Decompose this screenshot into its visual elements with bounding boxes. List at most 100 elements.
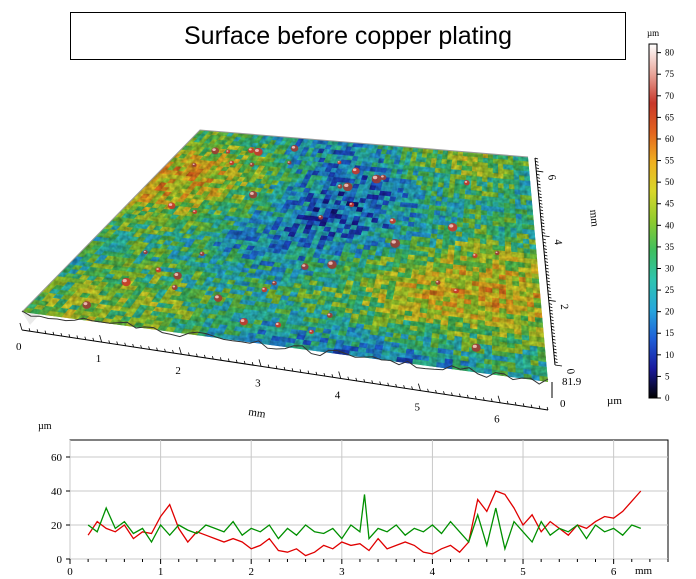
- profile-x-tick-label: 0: [67, 566, 73, 578]
- surface-peak: [326, 312, 333, 318]
- surface-peak-highlight: [226, 150, 229, 152]
- surface-peak: [82, 301, 92, 309]
- colorbar-tick-label: 65: [665, 112, 675, 122]
- y-axis-tick-mark: [545, 267, 549, 270]
- colorbar-tick-label: 0: [665, 393, 670, 403]
- y-axis-tick-mark: [536, 173, 540, 176]
- x-axis-tick-mark: [497, 395, 501, 403]
- surface-peak-highlight: [250, 192, 254, 195]
- colorbar-tick-label: 10: [665, 350, 675, 360]
- surface-peak: [167, 202, 176, 210]
- x-axis-tick-mark: [28, 328, 31, 332]
- x-axis-tick-mark: [435, 389, 437, 394]
- y-axis-tick-label: 2: [558, 303, 571, 310]
- colorbar-tick-label: 25: [665, 285, 675, 295]
- y-axis-tick-mark: [539, 202, 543, 205]
- colorbar-tick-label: 60: [665, 134, 675, 144]
- profile-x-tick-label: 4: [430, 566, 436, 578]
- y-axis-tick-mark: [544, 254, 548, 257]
- y-axis-tick-mark: [554, 361, 558, 364]
- surface-peak-highlight: [168, 203, 173, 206]
- x-axis-tick-mark: [60, 332, 63, 337]
- surface-peak-highlight: [327, 313, 331, 316]
- surface-peak-highlight: [248, 148, 252, 151]
- surface-peak: [248, 147, 255, 154]
- surface-peak: [380, 174, 387, 181]
- surface-peak-highlight: [275, 322, 279, 326]
- y-axis-tick-mark: [539, 209, 544, 212]
- surface-peak-highlight: [391, 240, 396, 244]
- surface-peak-highlight: [200, 252, 203, 254]
- x-axis-tick-mark: [459, 393, 461, 397]
- x-axis-tick-label: 4: [335, 389, 341, 401]
- y-axis-tick-mark: [547, 283, 551, 286]
- surface-peak-highlight: [172, 285, 176, 288]
- surface-peak: [143, 250, 148, 255]
- y-axis-tick-mark: [552, 338, 556, 341]
- surface-back-edges: [21, 129, 529, 313]
- surface-peak: [447, 223, 458, 232]
- surface-peak: [290, 145, 299, 152]
- x-axis-tick-mark: [291, 368, 294, 372]
- surface-peak: [249, 191, 258, 199]
- y-axis-tick-label: 0: [564, 368, 577, 375]
- x-axis-tick-mark: [418, 383, 421, 391]
- y-axis-tick-mark: [548, 296, 552, 299]
- x-axis-tick-mark: [530, 404, 533, 408]
- y-axis-tick-mark: [554, 364, 563, 367]
- surface-peak: [472, 253, 478, 258]
- surface-peak: [371, 174, 382, 184]
- y-axis-tick-mark: [537, 186, 541, 189]
- x-axis-tick-mark: [84, 336, 87, 340]
- x-axis-tick-mark: [196, 353, 198, 357]
- profile-y-ticks: 0 20 40 60: [51, 452, 70, 566]
- x-axis-tick-mark: [307, 370, 310, 374]
- y-axis-tick-mark: [536, 170, 544, 173]
- y-axis-tick-mark: [550, 319, 554, 322]
- surface-front-edge: [21, 310, 549, 385]
- y-axis-tick-mark: [549, 312, 554, 315]
- profile-x-ticks: 0 1 2 3 4 5 6: [67, 559, 669, 578]
- y-axis-tick-mark: [536, 177, 541, 179]
- surface-peak: [225, 149, 231, 154]
- y-axis-tick-mark: [552, 341, 556, 344]
- surface-peak-highlight: [174, 273, 179, 276]
- x-axis-tick-mark: [219, 357, 222, 361]
- surface-peak-highlight: [122, 279, 127, 283]
- y-axis-tick-mark: [543, 251, 548, 254]
- surface-peak: [287, 160, 292, 165]
- x-axis-tick-mark: [363, 379, 366, 383]
- surface-peak: [342, 182, 353, 192]
- surface-peak-highlight: [254, 148, 259, 153]
- x-axis-tick-mark: [338, 371, 342, 379]
- x-axis-tick-mark: [379, 381, 382, 385]
- x-axis-tick-label: 2: [175, 365, 181, 377]
- surface-peak-highlight: [192, 163, 195, 166]
- surface-peak: [389, 218, 396, 224]
- y-axis-tick-mark: [554, 358, 558, 360]
- z-axis-label: µm: [607, 395, 622, 407]
- colorbar-scale: [648, 43, 658, 399]
- y-axis-tick-mark: [551, 325, 555, 328]
- y-axis-tick-label: 4: [552, 239, 565, 246]
- surface-peak-highlight: [309, 330, 312, 332]
- surface-peak-highlight: [272, 281, 275, 284]
- y-axis-tick-mark: [543, 244, 547, 247]
- x-axis-tick-mark: [204, 354, 206, 358]
- surface-peak: [192, 209, 198, 215]
- x-axis-tick-mark: [331, 374, 334, 378]
- y-axis-tick-mark: [548, 299, 556, 302]
- colorbar-tick-label: 75: [665, 69, 675, 79]
- y-axis-tick-mark: [540, 212, 544, 215]
- surface-peak-highlight: [454, 289, 457, 292]
- x-axis-tick-mark: [506, 400, 509, 405]
- surface-peak-highlight: [337, 161, 340, 163]
- x-axis-tick-mark: [514, 402, 517, 406]
- y-axis-tick-mark: [548, 303, 553, 305]
- surface-peak-highlight: [472, 344, 477, 348]
- y-axis-tick-mark: [542, 238, 546, 241]
- surface-peak-highlight: [83, 302, 88, 306]
- surface-peak-highlight: [390, 218, 394, 222]
- x-axis-tick-mark: [108, 340, 111, 344]
- x-axis-tick-mark: [172, 349, 174, 354]
